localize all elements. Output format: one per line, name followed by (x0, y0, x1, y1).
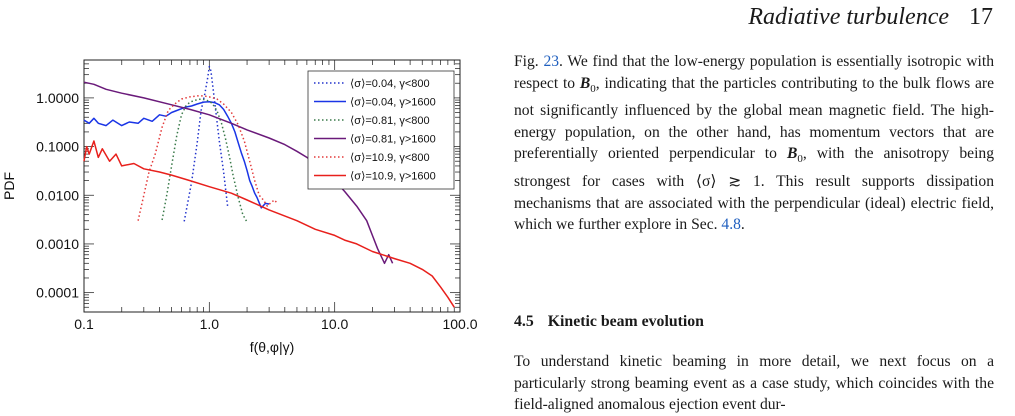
series-line-4 (83, 81, 394, 265)
text-run: Fig. (514, 53, 544, 70)
text-run: . We find that the low-energy population… (514, 53, 994, 92)
x-tick-label: 100.0 (442, 316, 477, 332)
math-subscript: 0 (797, 153, 803, 166)
legend-label: ⟨σ⟩=0.81, γ<800 (350, 115, 430, 127)
text-run: . (740, 216, 745, 234)
text-run: , indicating that the particles contribu… (514, 74, 994, 163)
legend-label: ⟨σ⟩=0.04, γ<800 (350, 78, 430, 90)
legend-label: ⟨σ⟩=0.04, γ>1600 (350, 97, 436, 109)
cross-reference-link[interactable]: 4.8 (721, 216, 741, 234)
series-line-2 (83, 101, 270, 209)
y-tick-label: 0.1000 (36, 139, 79, 155)
series-line-3 (161, 98, 248, 223)
series-line-6 (83, 140, 455, 308)
legend-label: ⟨σ⟩=0.81, γ>1600 (350, 134, 436, 146)
legend-box (307, 70, 455, 190)
page-number: 17 (969, 4, 993, 30)
running-head: Radiative turbulence 17 (748, 4, 993, 31)
text-run: , with the anisotropy being strongest fo… (514, 145, 994, 234)
y-tick-label: 0.0010 (36, 236, 79, 252)
y-tick-label: 0.0001 (36, 285, 79, 301)
body-paragraph: Fig. 23. We find that the low-energy pop… (514, 51, 994, 236)
running-title: Radiative turbulence (748, 4, 949, 30)
paragraph-2: To understand kinetic beaming in more de… (514, 353, 994, 414)
figure: 0.1 1.0 10.0 100.0 0.0001 0.0010 0.0100 0.1000 1… (0, 40, 480, 380)
legend-label: ⟨σ⟩=10.9, γ<800 (350, 152, 430, 164)
section-heading: 4.5 Kinetic beam evolution (514, 313, 704, 331)
x-axis-label: f(θ,φ|γ) (250, 339, 295, 355)
y-tick-label: 1.0000 (36, 90, 79, 106)
section-number: 4.5 (514, 313, 534, 330)
x-tick-label: 10.0 (321, 316, 348, 332)
legend-label: ⟨σ⟩=10.9, γ>1600 (350, 171, 436, 183)
math-subscript: 0 (590, 82, 596, 95)
section-title: Kinetic beam evolution (547, 313, 704, 330)
pdf-chart: 0.1 1.0 10.0 100.0 0.0001 0.0010 0.0100 0.1000 1… (1, 59, 478, 355)
series-line-1 (183, 65, 229, 222)
x-tick-label: 0.1 (74, 316, 94, 332)
body-paragraph-2: To understand kinetic beaming in more de… (514, 351, 994, 416)
math-symbol: B (579, 74, 591, 92)
y-axis-label: PDF (1, 172, 17, 200)
math-symbol: B (786, 145, 798, 163)
plot-frame (83, 59, 461, 313)
series-line-5 (137, 95, 279, 221)
y-tick-label: 0.0100 (36, 187, 79, 203)
cross-reference-link[interactable]: 23 (543, 53, 560, 70)
x-tick-label: 1.0 (200, 316, 220, 332)
paragraph-1: Fig. 23. We find that the low-energy pop… (514, 51, 994, 236)
